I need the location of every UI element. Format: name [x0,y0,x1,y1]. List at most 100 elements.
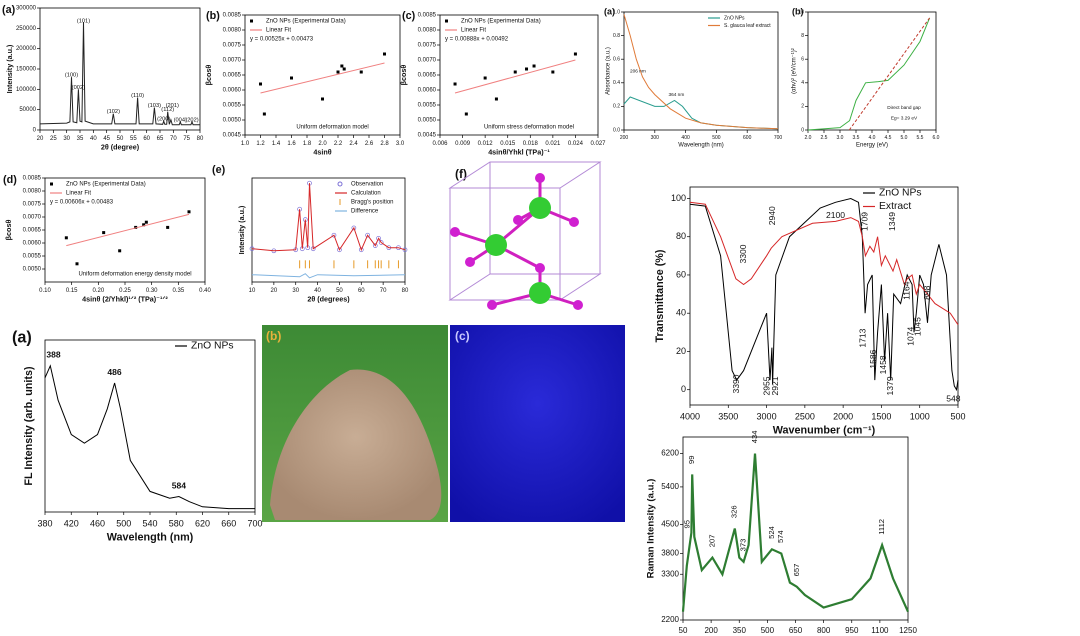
x-tick-label: 0.15 [66,288,78,294]
model-note: Uniform stress deformation model [484,125,574,131]
panel-label: (b) [792,6,804,16]
x-tick-label: 5.5 [917,135,924,141]
panel-label: (c) [455,329,470,343]
x-tick-label: 400 [681,135,690,141]
x-tick-label: 0.10 [39,288,51,294]
plot-frame [689,186,959,406]
panel-label: (a) [2,4,16,16]
y-tick-label: 100 [671,193,686,203]
legend-label: Calculation [351,191,381,197]
series-line [807,17,931,131]
annotation: (101) [77,19,90,25]
y-tick-label: 2 [801,104,804,110]
panel-label: (d) [3,174,17,186]
y-tick-label: 4500 [661,519,679,528]
y-tick-label: 40 [676,308,686,318]
y-tick-label: 0.6 [613,57,620,63]
y-tick-label: 0.0065 [23,228,42,234]
legend-label: ZnO NPs [724,15,745,21]
legend-label: Difference [351,209,379,215]
y-tick-label: 20 [676,346,686,356]
annotation: 548 [946,394,961,404]
x-tick-label: 620 [195,518,210,528]
x-tick-label: 500 [950,411,965,421]
y-tick-label: 1.0 [613,9,620,15]
series-line [623,96,779,130]
x-tick-label: 420 [64,518,79,528]
x-tick-label: 650 [789,626,803,635]
x-tick-label: 3500 [718,411,738,421]
series-line [623,14,779,130]
data-point [483,76,487,80]
x-tick-label: 700 [247,518,262,528]
panel-label: (f) [455,167,467,181]
y-tick-label: 0.0060 [23,241,42,247]
data-point [166,225,170,229]
annotation: 2921 [770,376,780,395]
annotation: (103) [148,103,161,109]
y-axis-label: Absorbance (a.u.) [606,47,612,95]
x-tick-label: 3000 [757,411,777,421]
x-tick-label: 1.0 [241,141,250,147]
photo-powder: (b) [262,325,448,522]
x-tick-label: 2.0 [805,135,812,141]
x-tick-label: 2500 [795,411,815,421]
x-tick-label: 1250 [899,626,917,635]
y-tick-label: 0.0080 [418,28,437,34]
x-tick-label: 55 [130,136,137,142]
y-tick-label: 3300 [661,569,679,578]
y-tick-label: 0.0 [613,127,620,133]
y-axis-label: Raman Intensity (a.u.) [646,479,657,579]
x-tick-label: 2.4 [349,141,358,147]
y-tick-label: 0.0065 [418,73,437,79]
annotation: 95 [683,520,692,528]
annotation: 3390 [731,374,741,393]
x-tick-label: 50 [679,626,688,635]
annotation: (112) [161,107,174,113]
series-line [681,453,910,613]
x-tick-label: 1100 [871,626,889,635]
x-tick-label: 2.2 [334,141,343,147]
data-point [402,247,408,253]
legend-swatch [337,181,343,187]
x-tick-label: 660 [221,518,236,528]
legend-label: ZnO NPs [879,188,922,199]
x-tick-label: 0.35 [172,288,184,294]
x-tick-label: 30 [292,288,299,294]
panel-label: (b) [266,329,281,343]
model-note: Uniform deformation energy density model [78,272,191,278]
data-point [378,240,384,245]
x-tick-label: 0.40 [199,288,211,294]
x-tick-label: 0.015 [500,141,516,147]
data-point [573,52,577,56]
x-tick-label: 0.009 [455,141,471,147]
annotation: (201) [166,103,179,109]
data-point [532,64,536,68]
data-point [383,52,386,56]
data-point [290,76,293,80]
annotation: 434 [750,431,759,444]
x-tick-label: 10 [249,288,256,294]
x-tick-label: 0.018 [523,141,539,147]
photo-fluorescence: (c) [450,325,625,522]
x-tick-label: 20 [271,288,278,294]
data-point [331,232,337,238]
x-tick-label: 800 [817,626,831,635]
annotation: Eg= 3.29 eV [891,115,918,121]
x-tick-label: 380 [37,518,52,528]
data-point [102,231,106,235]
model-note: Uniform deformation model [296,125,368,131]
legend-label: Linear Fit [266,28,291,34]
annotation: 1586 [868,349,878,368]
x-tick-label: 60 [358,288,365,294]
annotation: 1045 [912,317,922,336]
y-tick-label: 0.0055 [418,103,437,109]
annotation: (100) [65,73,78,79]
annotation: 99 [687,456,696,464]
annotation: 574 [776,530,785,543]
x-tick-label: 40 [314,288,321,294]
legend-label: ZnO NPs (Experimental Data) [66,182,146,188]
data-point [340,64,344,68]
